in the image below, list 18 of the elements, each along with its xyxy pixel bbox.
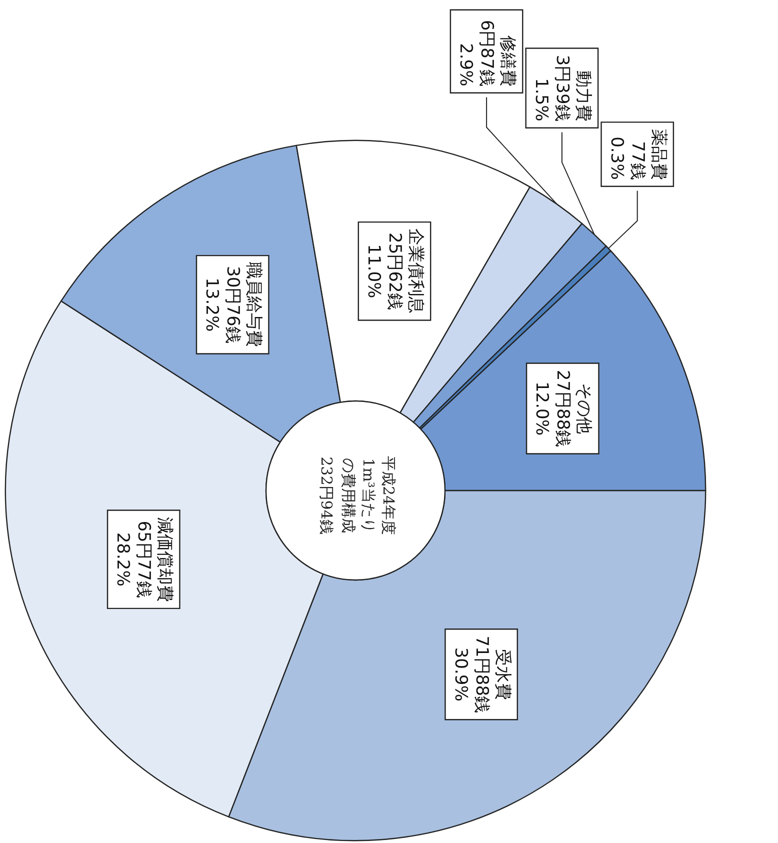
data-label: 77銭 0.3%: [606, 136, 647, 180]
data-label: 71円88銭 30.9%: [450, 635, 491, 712]
slice-label: その他: [573, 382, 594, 434]
text: 232円94銭: [317, 456, 335, 534]
slice-label: 職員給与費: [243, 262, 264, 347]
data-label: 27円88銭 12.0%: [531, 369, 572, 447]
data-label: 25円62銭 11.0%: [362, 232, 404, 310]
data-label: 30円76銭 13.2%: [201, 266, 242, 343]
slice-label: 減価償却費: [154, 516, 174, 602]
data-label: 3円39銭 1.5%: [530, 54, 572, 121]
data-label: 6円87銭 2.9%: [455, 19, 496, 86]
slice-label: 企業債利息: [404, 228, 425, 314]
text: 平成24年度1m³当たりの費用構成: [339, 455, 397, 535]
slice-label: 受水費: [492, 648, 512, 700]
slice-label: 修繕費: [497, 34, 518, 86]
slice-label: 動力費: [572, 70, 592, 121]
slice-label: 薬品費: [648, 128, 668, 180]
data-label: 65円77銭 28.2%: [112, 520, 154, 598]
